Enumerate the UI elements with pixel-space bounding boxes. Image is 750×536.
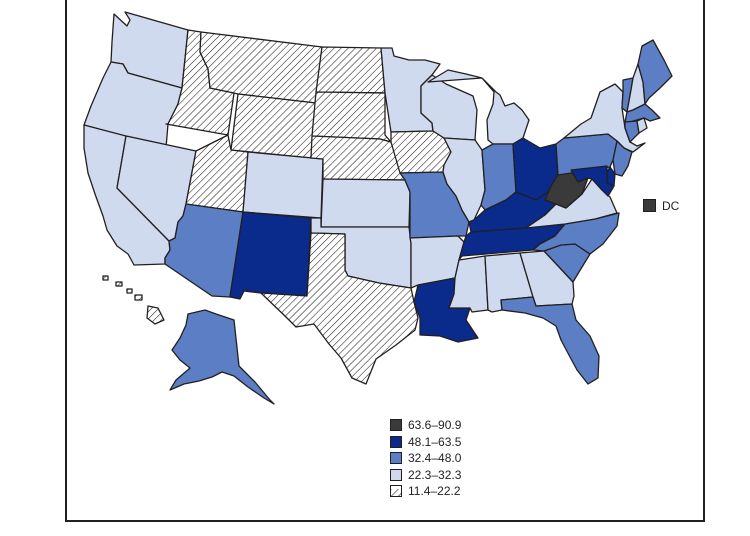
legend-swatch	[390, 452, 402, 465]
state-RI	[636, 117, 648, 134]
legend-label: 11.4–22.2	[408, 484, 461, 499]
legend-item: 22.3–32.3	[390, 467, 461, 484]
state-CO	[242, 151, 324, 219]
legend-swatch	[390, 468, 402, 481]
legend-label: 48.1–63.5	[408, 434, 462, 449]
legend-item: 48.1–63.5	[390, 434, 461, 451]
legend-item: 63.6–90.9	[390, 417, 461, 434]
state-NJ	[612, 140, 633, 177]
legend-label: 63.6–90.9	[408, 418, 462, 433]
state-SD	[311, 91, 392, 143]
dc-label: DC	[662, 199, 680, 213]
state-TX	[260, 232, 419, 385]
legend-swatch	[390, 435, 402, 448]
state-CT	[624, 120, 640, 143]
state-KS	[320, 178, 411, 228]
legend-item: 11.4–22.2	[390, 483, 461, 500]
state-HI	[146, 305, 165, 325]
state-AK	[169, 309, 275, 405]
state-NC	[532, 212, 620, 255]
state-NM	[229, 211, 312, 300]
legend-swatch	[390, 485, 402, 498]
map-legend: 63.6–90.9 48.1–63.5 32.4–48.0 22.3–32.3 11.4…	[390, 417, 461, 500]
hawaii-small-islands	[102, 275, 143, 301]
legend-swatch	[390, 419, 402, 432]
state-ME	[637, 39, 673, 105]
map-frame	[65, 0, 705, 522]
state-ND	[315, 46, 386, 94]
state-MD	[570, 165, 615, 197]
legend-label: 22.3–32.3	[408, 467, 462, 482]
state-WY	[230, 93, 317, 159]
legend-item: 32.4–48.0	[390, 450, 461, 467]
legend-label: 32.4–48.0	[408, 451, 462, 466]
state-FL	[500, 296, 600, 385]
dc-swatch	[643, 199, 656, 212]
